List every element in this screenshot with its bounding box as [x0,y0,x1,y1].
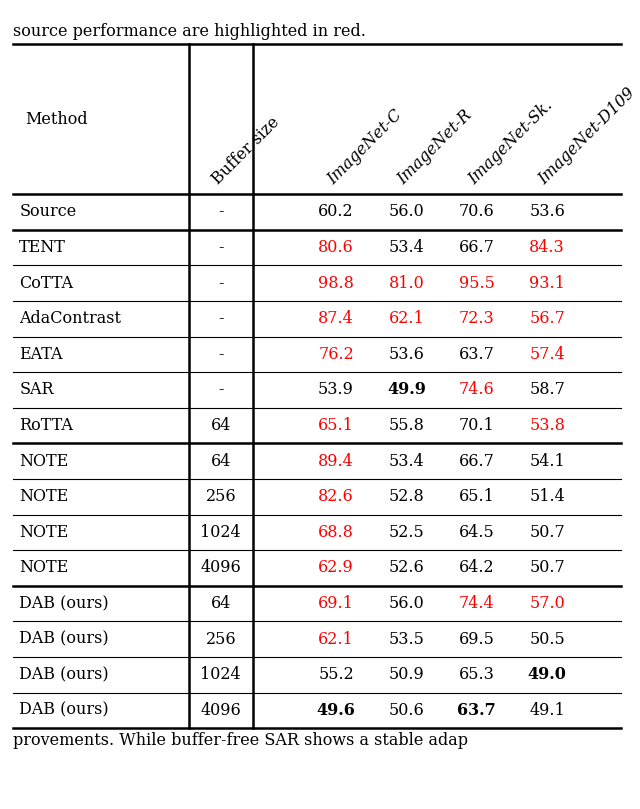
Text: 70.1: 70.1 [459,417,495,434]
Text: AdaContrast: AdaContrast [19,310,121,328]
Text: 57.0: 57.0 [529,595,565,612]
Text: ImageNet-D109: ImageNet-D109 [535,84,639,188]
Text: 53.6: 53.6 [388,345,424,363]
Text: NOTE: NOTE [19,559,68,577]
Text: 82.6: 82.6 [318,488,354,506]
Text: ImageNet-R: ImageNet-R [394,106,476,188]
Text: -: - [218,274,223,292]
Text: 65.1: 65.1 [318,417,354,434]
Text: 87.4: 87.4 [318,310,354,328]
Text: EATA: EATA [19,345,63,363]
Text: 64.5: 64.5 [459,523,495,541]
Text: 64: 64 [211,417,231,434]
Text: 70.6: 70.6 [459,203,495,221]
Text: provements. While buffer-free SAR shows a stable adap: provements. While buffer-free SAR shows … [13,732,468,749]
Text: 84.3: 84.3 [529,239,565,256]
Text: 58.7: 58.7 [529,381,565,399]
Text: 66.7: 66.7 [459,452,495,470]
Text: ImageNet-Sk.: ImageNet-Sk. [465,96,556,188]
Text: 65.3: 65.3 [459,666,495,684]
Text: 95.5: 95.5 [459,274,495,292]
Text: -: - [218,345,223,363]
Text: NOTE: NOTE [19,523,68,541]
Text: 256: 256 [205,630,236,648]
Text: 74.4: 74.4 [459,595,495,612]
Text: 53.4: 53.4 [388,452,424,470]
Text: ImageNet-C: ImageNet-C [324,106,406,188]
Text: 50.6: 50.6 [388,701,424,719]
Text: NOTE: NOTE [19,452,68,470]
Text: 56.7: 56.7 [529,310,565,328]
Text: 74.6: 74.6 [459,381,495,399]
Text: source performance are highlighted in red.: source performance are highlighted in re… [13,23,365,40]
Text: Source: Source [19,203,76,221]
Text: -: - [218,310,223,328]
Text: 80.6: 80.6 [318,239,354,256]
Text: 63.7: 63.7 [458,701,496,719]
Text: 64.2: 64.2 [459,559,495,577]
Text: 52.6: 52.6 [388,559,424,577]
Text: SAR: SAR [19,381,54,399]
Text: 49.6: 49.6 [317,701,355,719]
Text: 256: 256 [205,488,236,506]
Text: 52.5: 52.5 [388,523,424,541]
Text: 1024: 1024 [200,666,241,684]
Text: 56.0: 56.0 [388,203,424,221]
Text: Method: Method [26,111,88,128]
Text: 68.8: 68.8 [318,523,354,541]
Text: 4096: 4096 [200,701,241,719]
Text: 53.5: 53.5 [388,630,424,648]
Text: 4096: 4096 [200,559,241,577]
Text: 98.8: 98.8 [318,274,354,292]
Text: 62.1: 62.1 [388,310,424,328]
Text: 66.7: 66.7 [459,239,495,256]
Text: 55.2: 55.2 [318,666,354,684]
Text: -: - [218,203,223,221]
Text: 54.1: 54.1 [529,452,565,470]
Text: 52.8: 52.8 [388,488,424,506]
Text: 62.9: 62.9 [318,559,354,577]
Text: 50.7: 50.7 [529,559,565,577]
Text: 64: 64 [211,452,231,470]
Text: 72.3: 72.3 [459,310,495,328]
Text: 63.7: 63.7 [459,345,495,363]
Text: TENT: TENT [19,239,66,256]
Text: 55.8: 55.8 [388,417,424,434]
Text: Buffer size: Buffer size [209,113,283,188]
Text: 50.5: 50.5 [529,630,565,648]
Text: 53.8: 53.8 [529,417,565,434]
Text: 51.4: 51.4 [529,488,565,506]
Text: 57.4: 57.4 [529,345,565,363]
Text: 1024: 1024 [200,523,241,541]
Text: 64: 64 [211,595,231,612]
Text: RoTTA: RoTTA [19,417,73,434]
Text: DAB (ours): DAB (ours) [19,701,109,719]
Text: 62.1: 62.1 [318,630,354,648]
Text: 69.5: 69.5 [459,630,495,648]
Text: 50.7: 50.7 [529,523,565,541]
Text: 56.0: 56.0 [388,595,424,612]
Text: NOTE: NOTE [19,488,68,506]
Text: DAB (ours): DAB (ours) [19,595,109,612]
Text: 81.0: 81.0 [388,274,424,292]
Text: 60.2: 60.2 [318,203,354,221]
Text: -: - [218,239,223,256]
Text: CoTTA: CoTTA [19,274,73,292]
Text: 89.4: 89.4 [318,452,354,470]
Text: 49.1: 49.1 [529,701,565,719]
Text: 53.6: 53.6 [529,203,565,221]
Text: 50.9: 50.9 [388,666,424,684]
Text: -: - [218,381,223,399]
Text: 49.9: 49.9 [387,381,426,399]
Text: DAB (ours): DAB (ours) [19,666,109,684]
Text: DAB (ours): DAB (ours) [19,630,109,648]
Text: 49.0: 49.0 [528,666,566,684]
Text: 65.1: 65.1 [459,488,495,506]
Text: 76.2: 76.2 [318,345,354,363]
Text: 93.1: 93.1 [529,274,565,292]
Text: 69.1: 69.1 [318,595,354,612]
Text: 53.9: 53.9 [318,381,354,399]
Text: 53.4: 53.4 [388,239,424,256]
